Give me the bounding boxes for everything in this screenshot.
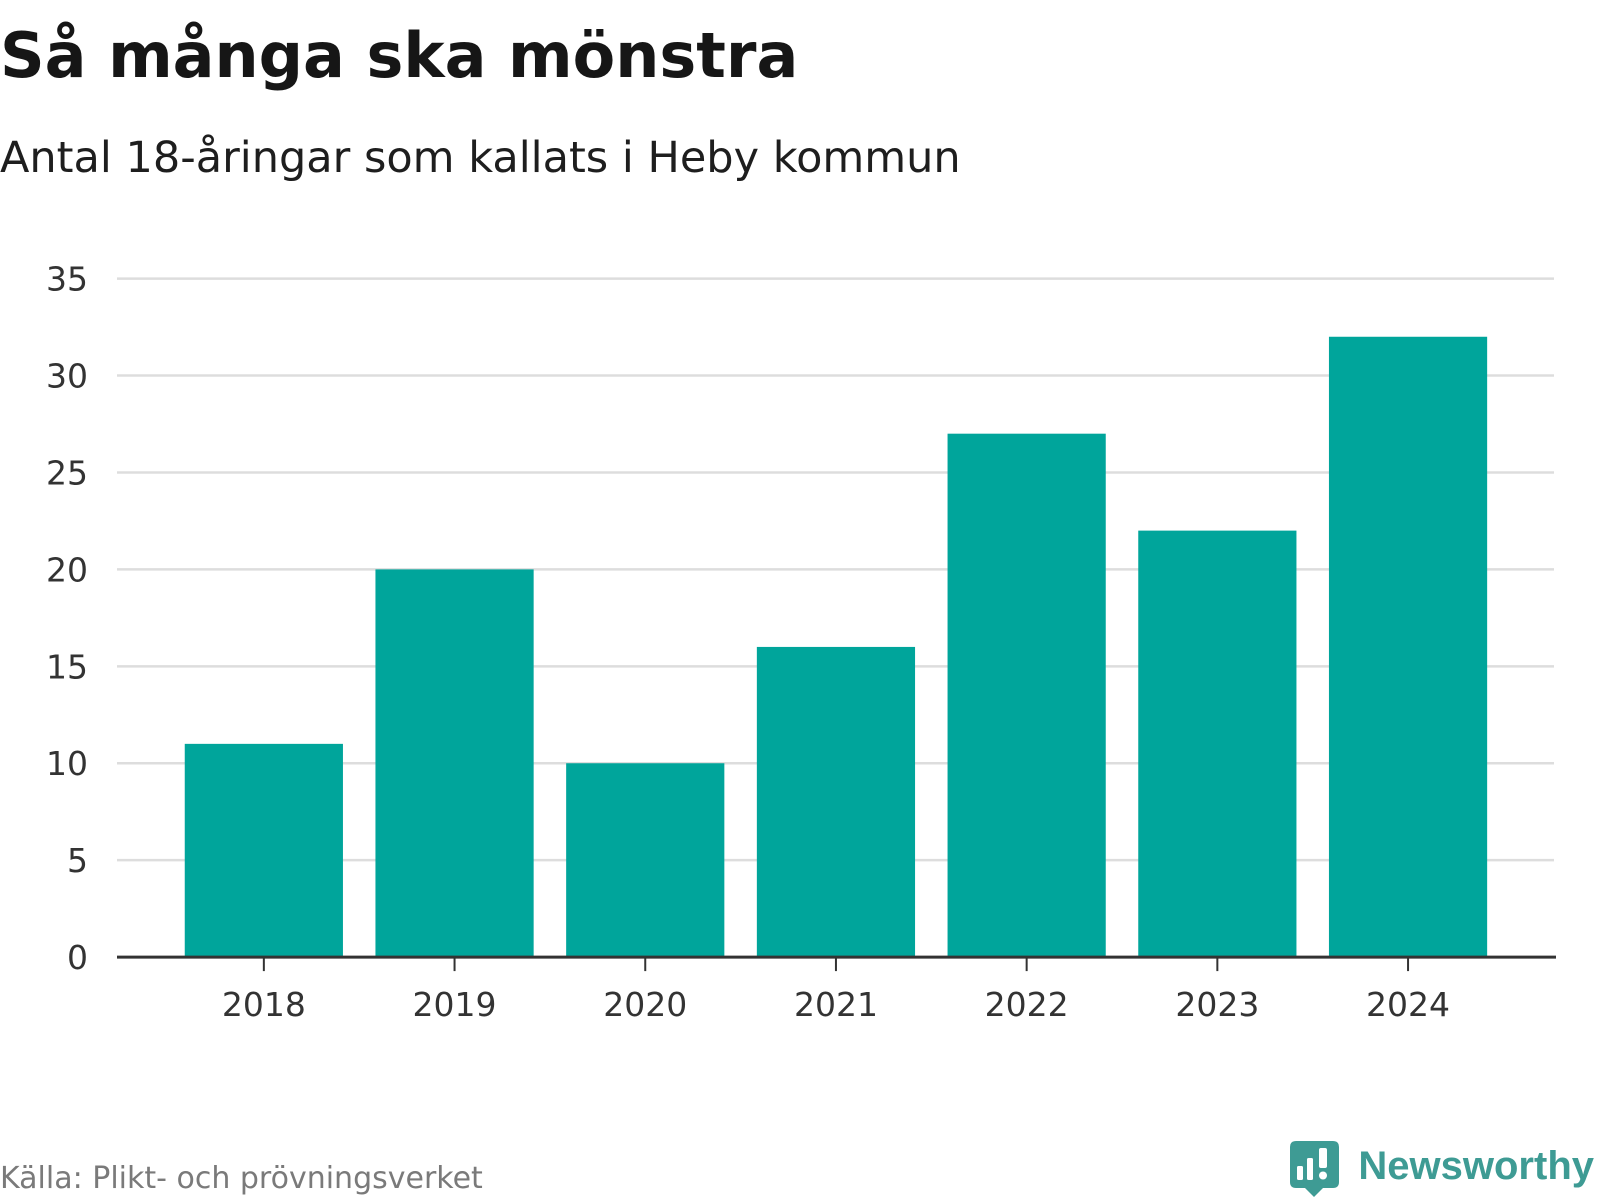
chart-title: Så många ska mönstra <box>0 19 798 92</box>
y-tick-label-5: 5 <box>67 841 88 880</box>
bars <box>184 336 1488 958</box>
y-tick-label-35: 35 <box>46 260 88 299</box>
x-axis-labels: 2018 2019 2020 2021 2022 2023 2024 <box>222 985 1450 1024</box>
y-tick-label-30: 30 <box>46 357 88 396</box>
newsworthy-logo: Newsworthy <box>1290 1141 1595 1197</box>
y-tick-label-15: 15 <box>46 647 88 686</box>
bar-2022 <box>947 433 1106 958</box>
logo-exclamation-dot <box>1319 1171 1327 1180</box>
y-tick-label-0: 0 <box>67 938 88 977</box>
bar-2021 <box>756 646 916 958</box>
bar-2018 <box>184 743 343 958</box>
y-tick-label-25: 25 <box>46 453 88 492</box>
y-tick-label-20: 20 <box>46 550 88 589</box>
x-tick-label-2018: 2018 <box>222 985 306 1024</box>
bar-2024 <box>1328 336 1488 958</box>
x-tick-label-2019: 2019 <box>413 985 497 1024</box>
logo-bar-short <box>1297 1166 1303 1180</box>
brand-name: Newsworthy <box>1358 1144 1594 1188</box>
x-tick-label-2020: 2020 <box>603 985 687 1024</box>
bar-2020 <box>566 763 725 958</box>
x-tick-label-2024: 2024 <box>1366 985 1450 1024</box>
source-note: Källa: Plikt- och prövningsverket <box>0 1161 483 1196</box>
x-tick-label-2023: 2023 <box>1175 985 1259 1024</box>
logo-exclamation-bar <box>1319 1148 1327 1168</box>
x-tick-label-2021: 2021 <box>794 985 878 1024</box>
newsworthy-logo-icon <box>1290 1141 1339 1197</box>
y-tick-label-10: 10 <box>46 744 88 783</box>
bar-2023 <box>1138 530 1297 958</box>
x-tick-label-2022: 2022 <box>985 985 1069 1024</box>
logo-bar-medium <box>1307 1158 1313 1180</box>
y-axis-labels: 0 5 10 15 20 25 30 35 <box>46 260 88 977</box>
x-axis-ticks <box>262 957 1410 972</box>
bar-2019 <box>375 569 534 958</box>
chart-subtitle: Antal 18-åringar som kallats i Heby komm… <box>0 133 961 183</box>
